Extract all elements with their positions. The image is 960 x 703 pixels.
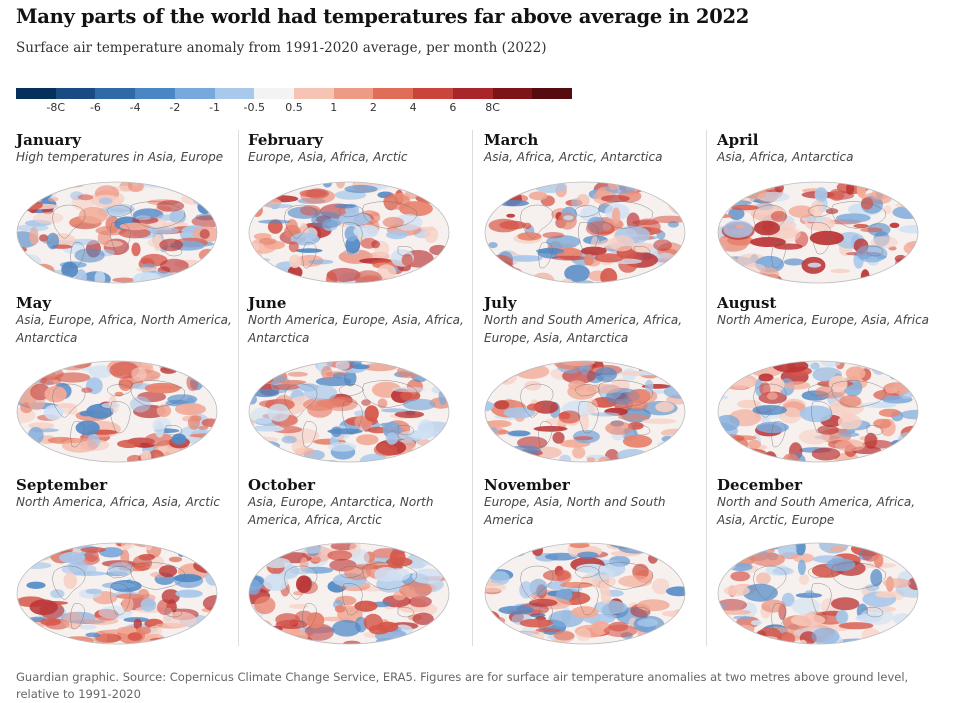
- month-description: Asia, Africa, Antarctica: [717, 150, 854, 164]
- map-container: [484, 542, 686, 645]
- world-anomaly-map: [484, 542, 686, 645]
- map-container: [16, 542, 218, 645]
- page-subtitle: Surface air temperature anomaly from 199…: [16, 40, 547, 56]
- month-panel-november: November Europe, Asia, North and South Am…: [484, 476, 709, 645]
- legend-swatch: [532, 88, 573, 99]
- map-container: [248, 181, 450, 284]
- month-title: February: [248, 131, 324, 149]
- legend-tick-label: -0.5: [243, 101, 266, 114]
- legend-tick-label: -2: [169, 101, 181, 114]
- world-anomaly-map: [16, 360, 218, 463]
- month-title: November: [484, 476, 570, 494]
- map-container: [248, 360, 450, 463]
- month-panel-october: October Asia, Europe, Antarctica, North A…: [248, 476, 473, 645]
- legend-tick-label: 2: [369, 101, 377, 114]
- column-divider: [472, 130, 473, 646]
- world-anomaly-map: [248, 181, 450, 284]
- map-container: [717, 181, 919, 284]
- month-description: High temperatures in Asia, Europe: [16, 150, 224, 164]
- legend-swatch: [333, 88, 374, 99]
- legend-swatch: [95, 88, 136, 99]
- map-container: [484, 181, 686, 284]
- page-title: Many parts of the world had temperatures…: [16, 5, 750, 28]
- month-title: December: [717, 476, 803, 494]
- month-title: June: [248, 294, 287, 312]
- month-panel-september: September North America, Africa, Asia, Ar…: [16, 476, 241, 645]
- map-container: [484, 360, 686, 463]
- column-divider: [238, 130, 239, 646]
- month-description: North America, Europe, Asia, Africa: [717, 313, 930, 327]
- month-title: May: [16, 294, 52, 312]
- world-anomaly-map: [717, 181, 919, 284]
- month-title: January: [16, 131, 81, 149]
- month-description: Asia, Europe, Antarctica, North America,…: [248, 495, 434, 527]
- map-container: [16, 360, 218, 463]
- legend-tick-label: -8C: [46, 101, 66, 114]
- world-anomaly-map: [484, 360, 686, 463]
- map-container: [16, 181, 218, 284]
- world-anomaly-map: [248, 542, 450, 645]
- legend-tick-label: 1: [330, 101, 338, 114]
- month-title: September: [16, 476, 108, 494]
- month-panel-january: January High temperatures in Asia, Europe: [16, 131, 241, 291]
- legend-swatch: [16, 88, 56, 99]
- legend-swatch: [214, 88, 255, 99]
- world-anomaly-map: [717, 360, 919, 463]
- month-description: North and South America, Africa, Europe,…: [484, 313, 683, 345]
- month-title: March: [484, 131, 539, 149]
- month-panel-july: July North and South America, Africa, Eur…: [484, 294, 709, 463]
- world-anomaly-map: [484, 181, 686, 284]
- legend-color-bar: [16, 88, 573, 99]
- month-description: Asia, Africa, Arctic, Antarctica: [484, 150, 663, 164]
- month-panel-march: March Asia, Africa, Arctic, Antarctica: [484, 131, 709, 291]
- month-description: North America, Africa, Asia, Arctic: [16, 495, 220, 509]
- month-panel-december: December North and South America, Africa,…: [717, 476, 942, 645]
- legend-swatch: [294, 88, 334, 99]
- legend-swatch: [373, 88, 414, 99]
- world-anomaly-map: [717, 542, 919, 645]
- color-legend: -8C -6 -4 -2 -1 -0.5 0.5 1 2 4 6 8C: [16, 88, 573, 118]
- month-panel-april: April Asia, Africa, Antarctica: [717, 131, 942, 291]
- legend-tick-label: 6: [449, 101, 457, 114]
- month-title: August: [717, 294, 777, 312]
- map-container: [248, 542, 450, 645]
- legend-swatch: [174, 88, 215, 99]
- legend-swatch: [492, 88, 533, 99]
- legend-swatch: [135, 88, 175, 99]
- month-title: April: [717, 131, 759, 149]
- legend-swatch: [55, 88, 96, 99]
- month-panel-may: May Asia, Europe, Africa, North America, …: [16, 294, 241, 463]
- legend-tick-label: 0.5: [285, 101, 303, 114]
- column-divider: [706, 130, 707, 646]
- world-anomaly-map: [16, 542, 218, 645]
- legend-swatch: [413, 88, 453, 99]
- month-title: July: [484, 294, 517, 312]
- legend-tick-label: -1: [209, 101, 221, 114]
- month-description: North and South America, Africa, Asia, A…: [717, 495, 916, 527]
- month-description: Europe, Asia, North and South America: [484, 495, 666, 527]
- map-container: [717, 542, 919, 645]
- month-panel-june: June North America, Europe, Asia, Africa,…: [248, 294, 473, 463]
- legend-swatch: [452, 88, 493, 99]
- month-description: Asia, Europe, Africa, North America, Ant…: [16, 313, 232, 345]
- legend-tick-label: -4: [129, 101, 141, 114]
- world-anomaly-map: [248, 360, 450, 463]
- month-title: October: [248, 476, 316, 494]
- world-anomaly-map: [16, 181, 218, 284]
- legend-tick-label: -6: [89, 101, 101, 114]
- monthly-map-grid: January High temperatures in Asia, Europe…: [0, 126, 960, 656]
- month-description: Europe, Asia, Africa, Arctic: [248, 150, 408, 164]
- month-panel-august: August North America, Europe, Asia, Afric…: [717, 294, 942, 463]
- map-container: [717, 360, 919, 463]
- legend-tick-label: 8C: [485, 101, 500, 114]
- month-description: North America, Europe, Asia, Africa, Ant…: [248, 313, 464, 345]
- legend-tick-label: 4: [409, 101, 417, 114]
- month-panel-february: February Europe, Asia, Africa, Arctic: [248, 131, 473, 291]
- legend-swatch: [254, 88, 295, 99]
